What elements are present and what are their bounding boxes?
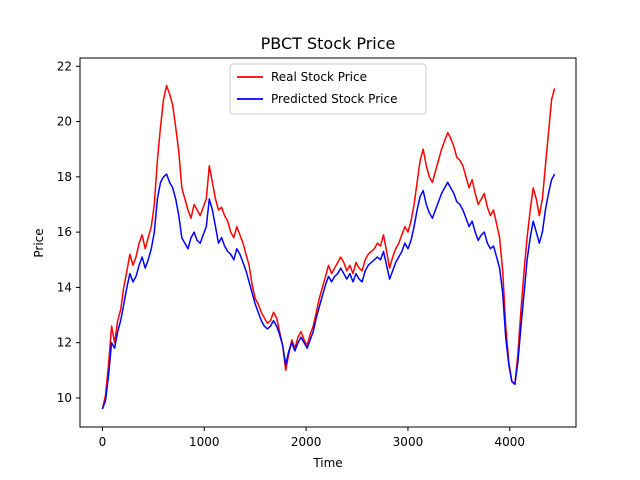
plot-frame: [79, 57, 577, 428]
x-tick-label: 1000: [189, 435, 220, 449]
series-line-real: [101, 84, 556, 410]
legend-box: [229, 63, 427, 115]
legend-label: Real Stock Price: [271, 70, 367, 84]
y-axis-ticks: 10 12 14 16 18 20 22: [57, 59, 80, 405]
y-tick-label: 12: [57, 336, 72, 350]
y-tick-label: 18: [57, 170, 72, 184]
plot-lines: [101, 84, 556, 410]
x-axis-label: Time: [312, 456, 342, 470]
x-tick-label: 3000: [393, 435, 424, 449]
y-tick-label: 10: [57, 391, 72, 405]
chart-title: PBCT Stock Price: [261, 34, 396, 53]
x-tick-label: 0: [99, 435, 107, 449]
y-tick-label: 22: [57, 59, 72, 73]
x-tick-label: 4000: [495, 435, 526, 449]
y-axis-label: Price: [32, 228, 46, 257]
x-axis-ticks: 0 1000 2000 3000 4000: [99, 427, 525, 449]
x-tick-label: 2000: [291, 435, 322, 449]
series-line-predicted: [101, 173, 556, 410]
legend: Real Stock Price Predicted Stock Price: [229, 63, 427, 115]
y-tick-label: 14: [57, 280, 72, 294]
legend-label: Predicted Stock Price: [271, 92, 397, 106]
y-tick-label: 16: [57, 225, 72, 239]
y-tick-label: 20: [57, 115, 72, 129]
